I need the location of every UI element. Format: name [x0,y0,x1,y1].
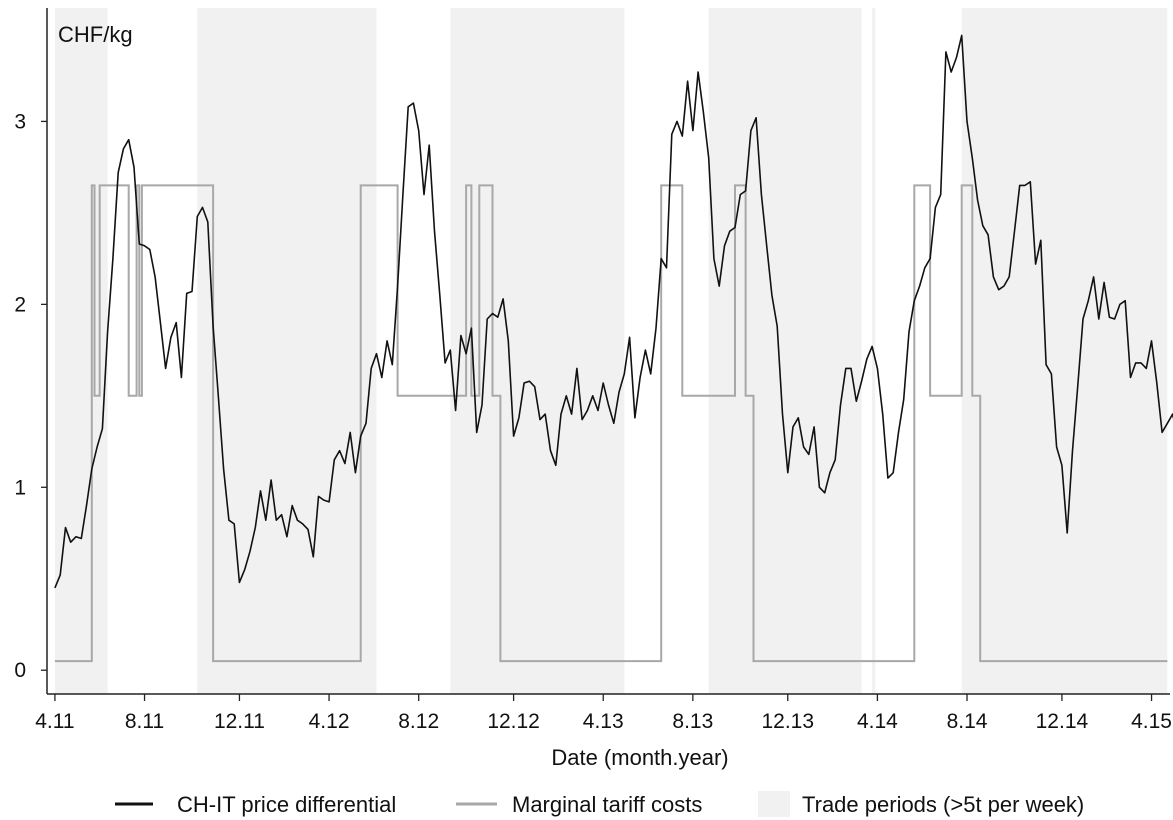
y-tick-label-0: 0 [14,659,26,682]
y-tick-label-2: 2 [14,293,26,316]
y-axis-ticks: 0 1 2 3 [14,110,47,682]
x-tick-label-1: 8.11 [125,710,164,733]
y-tick-label-3: 3 [14,110,26,133]
x-axis-label: Date (month.year) [551,745,728,770]
x-tick-label-6: 4.13 [583,710,624,733]
legend-label-trade: Trade periods (>5t per week) [802,792,1084,817]
trade-period-5 [961,8,1168,694]
x-tick-label-9: 4.14 [857,710,898,733]
tariff-series-layer [54,184,1168,663]
x-tick-label-12: 4.15 [1131,710,1172,733]
x-tick-label-11: 12.14 [1036,710,1089,733]
x-axis-ticks: 4.11 8.11 12.11 4.12 8.12 12.12 4.13 8.13 12.13 4… [35,694,1172,733]
legend: CH-IT price differential Marginal tariff… [115,791,1084,817]
trade-period-3 [708,8,862,694]
x-tick-label-2: 12.11 [214,710,265,733]
trade-period-layer [54,8,1168,694]
trade-period-1 [197,8,377,694]
trade-period-2 [450,8,625,694]
x-tick-label-3: 4.12 [309,710,350,733]
axes [46,8,1170,695]
x-tick-label-5: 12.12 [487,710,540,733]
y-axis-label: CHF/kg [58,22,133,47]
tariff-cost-line [54,184,1168,663]
price-differential-line [54,34,1173,589]
price-series-layer [54,34,1173,589]
legend-label-price: CH-IT price differential [177,792,396,817]
x-tick-label-7: 8.13 [672,710,713,733]
x-tick-label-8: 12.13 [761,710,814,733]
legend-label-tariff: Marginal tariff costs [512,792,702,817]
y-tick-label-1: 1 [14,476,26,499]
x-tick-label-10: 8.14 [947,710,988,733]
legend-swatch-trade [758,791,790,817]
x-tick-label-0: 4.11 [35,710,74,733]
x-tick-label-4: 8.12 [398,710,439,733]
